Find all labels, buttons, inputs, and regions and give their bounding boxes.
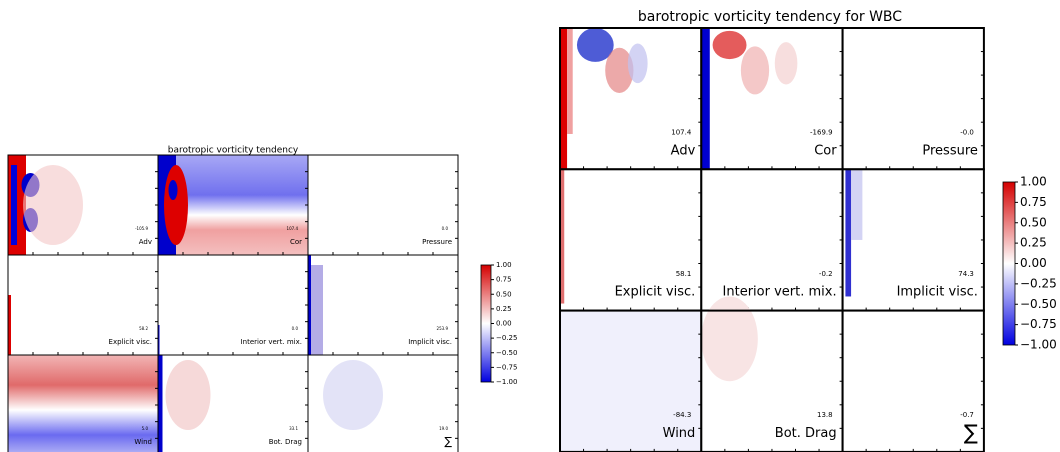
panel-value: 58.1 (676, 270, 692, 278)
panel-label: Cor (290, 238, 302, 246)
figure-title: barotropic vorticity tendency (168, 146, 299, 156)
colorbar-tick-label: 0.25 (1020, 236, 1047, 250)
field-pattern (851, 169, 863, 240)
field-pattern (627, 43, 648, 84)
panel (560, 169, 702, 311)
panel-label: Explicit visc. (615, 285, 696, 300)
colorbar-tick-label: −0.50 (496, 349, 517, 357)
field-pattern (308, 255, 311, 355)
panel-value: 107.4 (671, 129, 692, 137)
field-pattern (712, 30, 747, 60)
panel-label: Interior vert. mix. (241, 338, 302, 346)
panel-value: -84.3 (673, 411, 691, 419)
panel-value: 58.2 (139, 326, 148, 331)
field-pattern (560, 169, 565, 304)
panel (8, 255, 158, 355)
colorbar-tick-label: 0.50 (1020, 215, 1047, 229)
colorbar-tick-label: 0.00 (1020, 256, 1047, 270)
colorbar-tick-label: 0.00 (496, 320, 512, 328)
panel (842, 169, 984, 311)
panel-value: 107.4 (287, 226, 299, 231)
field-pattern (567, 28, 573, 134)
field-pattern (11, 165, 17, 245)
panel-value: -0.0 (960, 129, 974, 137)
field-pattern (8, 355, 158, 452)
field-pattern (560, 28, 568, 170)
panel-label: ∑ (964, 421, 978, 445)
field-pattern (164, 165, 188, 245)
panel-value: 74.3 (958, 270, 974, 278)
panel-label: Bot. Drag (269, 438, 302, 446)
panel-label: ∑ (444, 435, 452, 448)
field-pattern (845, 169, 852, 297)
field-pattern (165, 360, 211, 430)
panel-label: Cor (814, 143, 837, 158)
field-pattern (605, 47, 634, 93)
field-pattern (168, 180, 178, 200)
colorbar-tick-label: −0.25 (496, 334, 517, 342)
field-pattern (158, 355, 163, 452)
panel-label: Adv (139, 238, 152, 246)
colorbar-tick-label: −0.75 (496, 363, 517, 371)
colorbar-tick-label: 1.00 (496, 261, 512, 269)
panel-label: Adv (671, 143, 696, 158)
panel-label: Interior vert. mix. (723, 285, 837, 300)
panel-label: Implicit visc. (408, 338, 452, 346)
field-pattern (740, 46, 770, 95)
field-pattern (560, 310, 702, 452)
panel (158, 255, 308, 355)
panel-value: 253.9 (437, 326, 449, 331)
panel-value: 5.0 (142, 426, 149, 431)
panel-value: 0.0 (292, 326, 299, 331)
field-pattern (8, 295, 11, 355)
panel-value: -0.7 (960, 411, 974, 419)
panel-label: Pressure (422, 238, 452, 246)
panel-label: Bot. Drag (775, 426, 837, 441)
panel-label: Wind (663, 426, 696, 441)
panel (308, 155, 458, 255)
figure-title: barotropic vorticity tendency for WBC (638, 9, 902, 25)
panel-value: -105.9 (135, 226, 148, 231)
panel (842, 310, 984, 452)
field-pattern (774, 42, 798, 85)
panel-value: 33.1 (289, 426, 298, 431)
field-pattern (23, 165, 83, 245)
field-pattern (701, 28, 710, 170)
panel-value: 19.0 (439, 426, 448, 431)
field-pattern (323, 360, 383, 430)
panel (701, 169, 843, 311)
colorbar (1002, 181, 1016, 346)
colorbar-tick-label: 0.25 (496, 305, 512, 313)
colorbar-tick-label: −1.00 (496, 378, 517, 386)
colorbar-tick-label: −0.75 (1020, 317, 1057, 331)
colorbar (480, 264, 492, 383)
panel-value: -0.2 (819, 270, 833, 278)
panel (842, 28, 984, 170)
panel-label: Implicit visc. (897, 285, 978, 300)
colorbar-tick-label: −0.25 (1020, 276, 1057, 290)
panel-value: -169.9 (810, 129, 833, 137)
field-pattern (158, 325, 160, 355)
colorbar-tick-label: 0.75 (496, 276, 512, 284)
panel-label: Explicit visc. (109, 338, 152, 346)
colorbar-tick-label: 0.50 (496, 290, 512, 298)
colorbar-tick-label: 0.75 (1020, 195, 1047, 209)
colorbar-tick-label: −0.50 (1020, 297, 1057, 311)
panel-value: 0.0 (442, 226, 449, 231)
colorbar-tick-label: −1.00 (1020, 338, 1057, 352)
panel-value: 13.8 (817, 411, 833, 419)
panel-label: Wind (134, 438, 152, 446)
field-pattern (308, 265, 323, 355)
field-pattern (701, 296, 758, 382)
panel (308, 255, 458, 355)
colorbar-tick-label: 1.00 (1020, 175, 1047, 189)
field-pattern (576, 28, 614, 62)
panel-label: Pressure (922, 143, 978, 158)
